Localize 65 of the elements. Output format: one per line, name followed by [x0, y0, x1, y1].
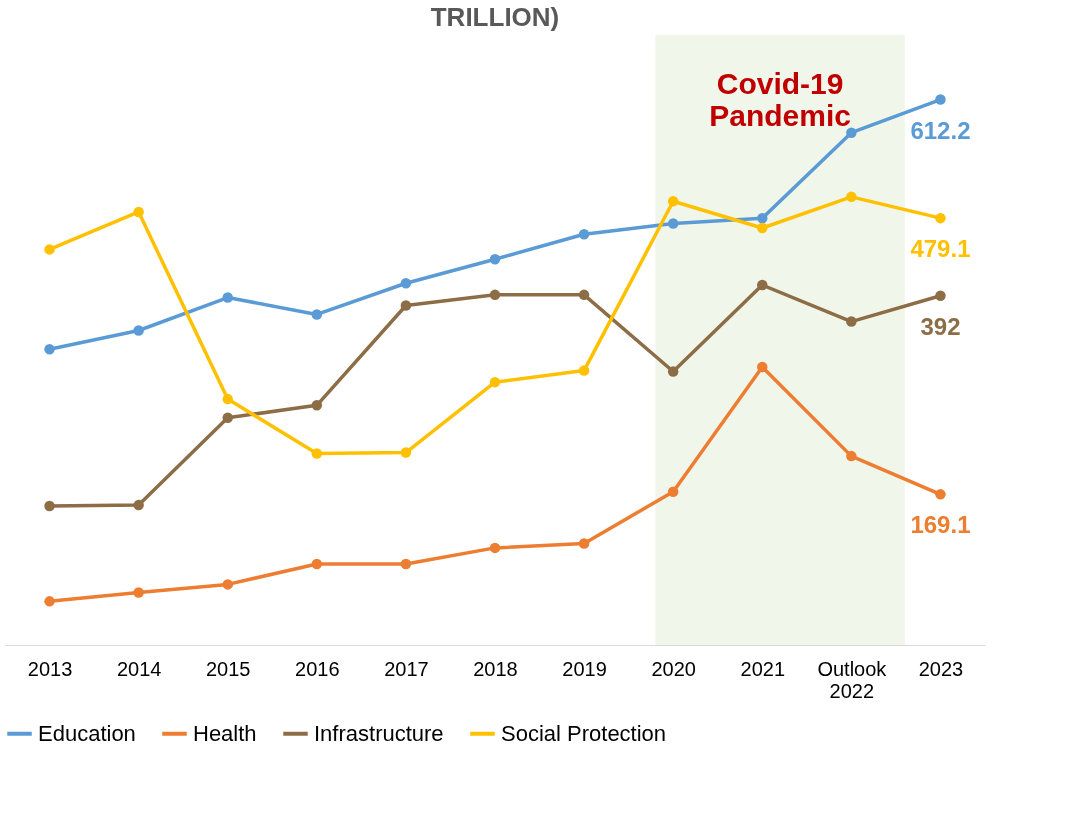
x-tick-label: 2018 — [473, 657, 518, 680]
x-tick-label: 2017 — [384, 657, 429, 680]
point — [44, 244, 55, 255]
data-label: 169.1 — [910, 511, 971, 539]
point — [311, 309, 323, 320]
x-tick-label: 2013 — [27, 657, 73, 680]
x-tick-label: 2023 — [918, 657, 964, 680]
data-label: 392 — [920, 312, 961, 340]
point — [846, 127, 857, 138]
point — [757, 222, 768, 234]
point — [489, 542, 501, 554]
point — [578, 538, 590, 549]
point — [935, 489, 946, 500]
chart-title: TRILLION) — [430, 2, 560, 32]
point — [846, 316, 857, 327]
legend-label: Infrastructure — [314, 720, 444, 746]
point — [757, 361, 768, 373]
point — [44, 500, 55, 512]
legend-label: Health — [193, 720, 257, 746]
point — [667, 366, 679, 377]
point — [222, 393, 233, 405]
point — [757, 279, 768, 291]
point — [935, 94, 946, 105]
x-tick-label: 2020 — [651, 657, 696, 680]
point — [578, 229, 590, 240]
point — [222, 579, 233, 590]
point — [667, 486, 679, 497]
point — [400, 447, 412, 458]
point — [846, 450, 857, 462]
point — [44, 596, 55, 607]
point — [935, 290, 946, 301]
point — [578, 365, 590, 376]
legend-label: Social Protection — [501, 720, 667, 746]
point — [311, 558, 323, 570]
point — [133, 206, 144, 218]
data-label: 612.2 — [910, 116, 971, 144]
point — [400, 300, 412, 311]
data-label: 479.1 — [910, 235, 971, 263]
x-tick-label: 2015 — [205, 657, 251, 680]
point — [133, 499, 144, 511]
point — [44, 343, 55, 355]
x-tick-label: Outlook 2022 — [817, 657, 888, 702]
point — [489, 376, 501, 388]
point — [400, 278, 412, 289]
point — [222, 292, 233, 303]
point — [578, 289, 590, 301]
point — [846, 191, 857, 203]
point — [133, 587, 144, 598]
point — [311, 448, 323, 459]
band-label: Covid-19 Pandemic — [709, 67, 851, 132]
point — [311, 400, 323, 411]
point — [489, 253, 501, 265]
x-tick-label: 2021 — [740, 657, 786, 680]
point — [667, 196, 679, 207]
point — [222, 412, 233, 424]
point — [757, 212, 768, 224]
legend-label: Education — [38, 720, 136, 746]
x-tick-label: 2019 — [562, 657, 607, 680]
point — [935, 212, 946, 224]
point — [667, 218, 679, 229]
point — [489, 289, 501, 301]
x-tick-label: 2014 — [116, 657, 162, 680]
point — [133, 325, 144, 336]
x-tick-label: 2016 — [295, 657, 340, 680]
point — [400, 558, 412, 570]
